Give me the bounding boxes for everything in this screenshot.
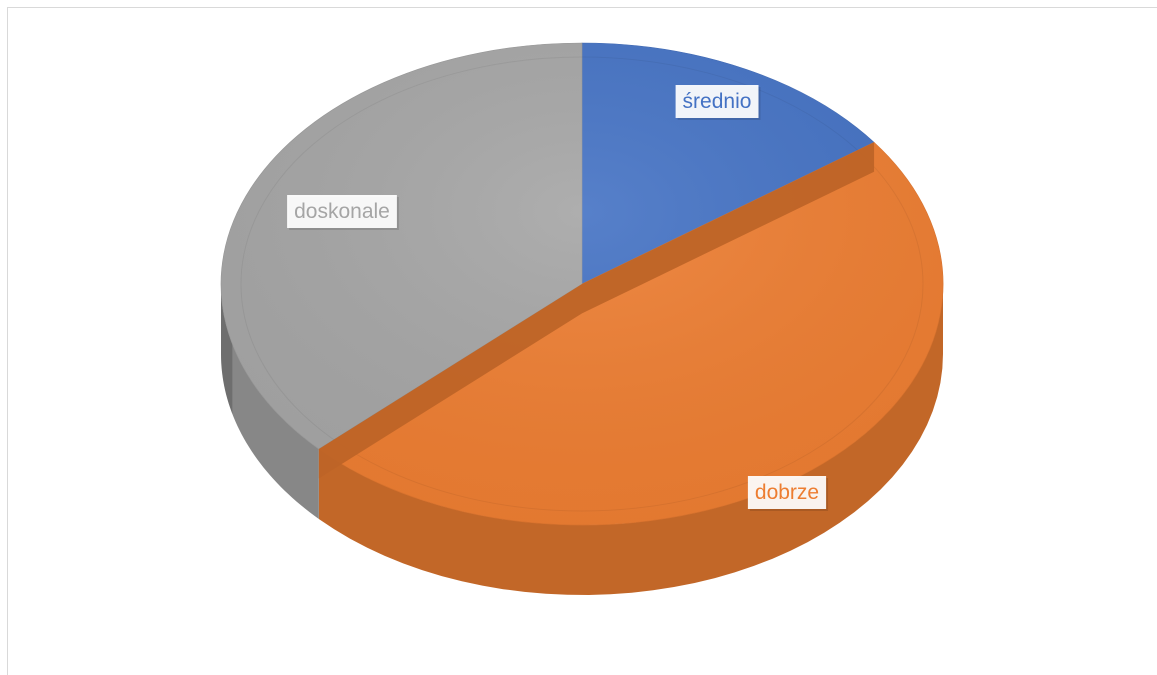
data-label-text: doskonale <box>294 200 390 223</box>
data-label-box <box>747 476 827 509</box>
data-label-dobrze: dobrze <box>747 476 829 511</box>
data-label-text: dobrze <box>755 481 819 504</box>
data-label-text: średnio <box>683 90 752 113</box>
pie-sides <box>221 284 944 595</box>
data-labels: średnio dobrze doskonale <box>287 85 829 511</box>
pie-wall-dobrze-start <box>582 142 875 314</box>
pie-wall-dobrze-end <box>318 284 582 479</box>
data-label-box <box>287 195 397 228</box>
pie-side-dobrze <box>318 284 944 595</box>
data-label-box <box>675 85 759 118</box>
data-label-doskonale: doskonale <box>287 195 399 230</box>
pie-inner-walls <box>318 142 875 479</box>
pie-side-doskonale <box>221 284 319 519</box>
pie-side-shadow <box>221 284 233 414</box>
data-label-średnio: średnio <box>675 85 761 120</box>
